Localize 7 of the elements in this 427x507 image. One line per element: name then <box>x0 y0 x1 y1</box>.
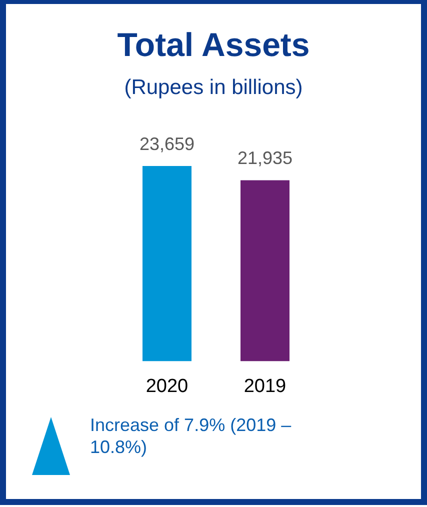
chart-subtitle: (Rupees in billions) <box>123 76 304 100</box>
data-label: 23,659 <box>139 134 195 154</box>
chart-title: Total Assets <box>116 26 311 64</box>
x-tick-label: 2019 <box>244 376 286 397</box>
x-tick-label: 2020 <box>146 376 188 397</box>
data-label: 21,935 <box>237 148 293 168</box>
text: Increase of 7.9% (2019 – 10.8%) <box>90 414 292 458</box>
